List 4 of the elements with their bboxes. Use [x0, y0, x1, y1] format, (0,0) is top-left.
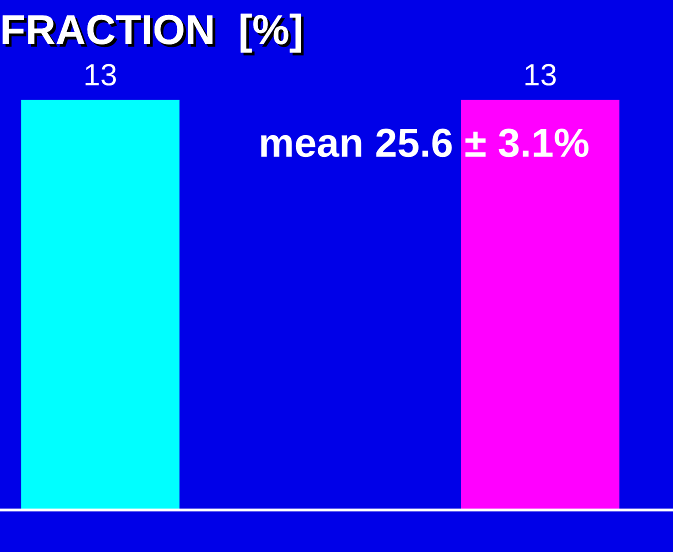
data-label: 13	[86, 64, 116, 86]
chart-title: FRACTION [%]	[2, 14, 304, 56]
data-label: 13	[526, 64, 556, 86]
annotation: mean 25.6 ± 3.1%	[261, 128, 588, 158]
